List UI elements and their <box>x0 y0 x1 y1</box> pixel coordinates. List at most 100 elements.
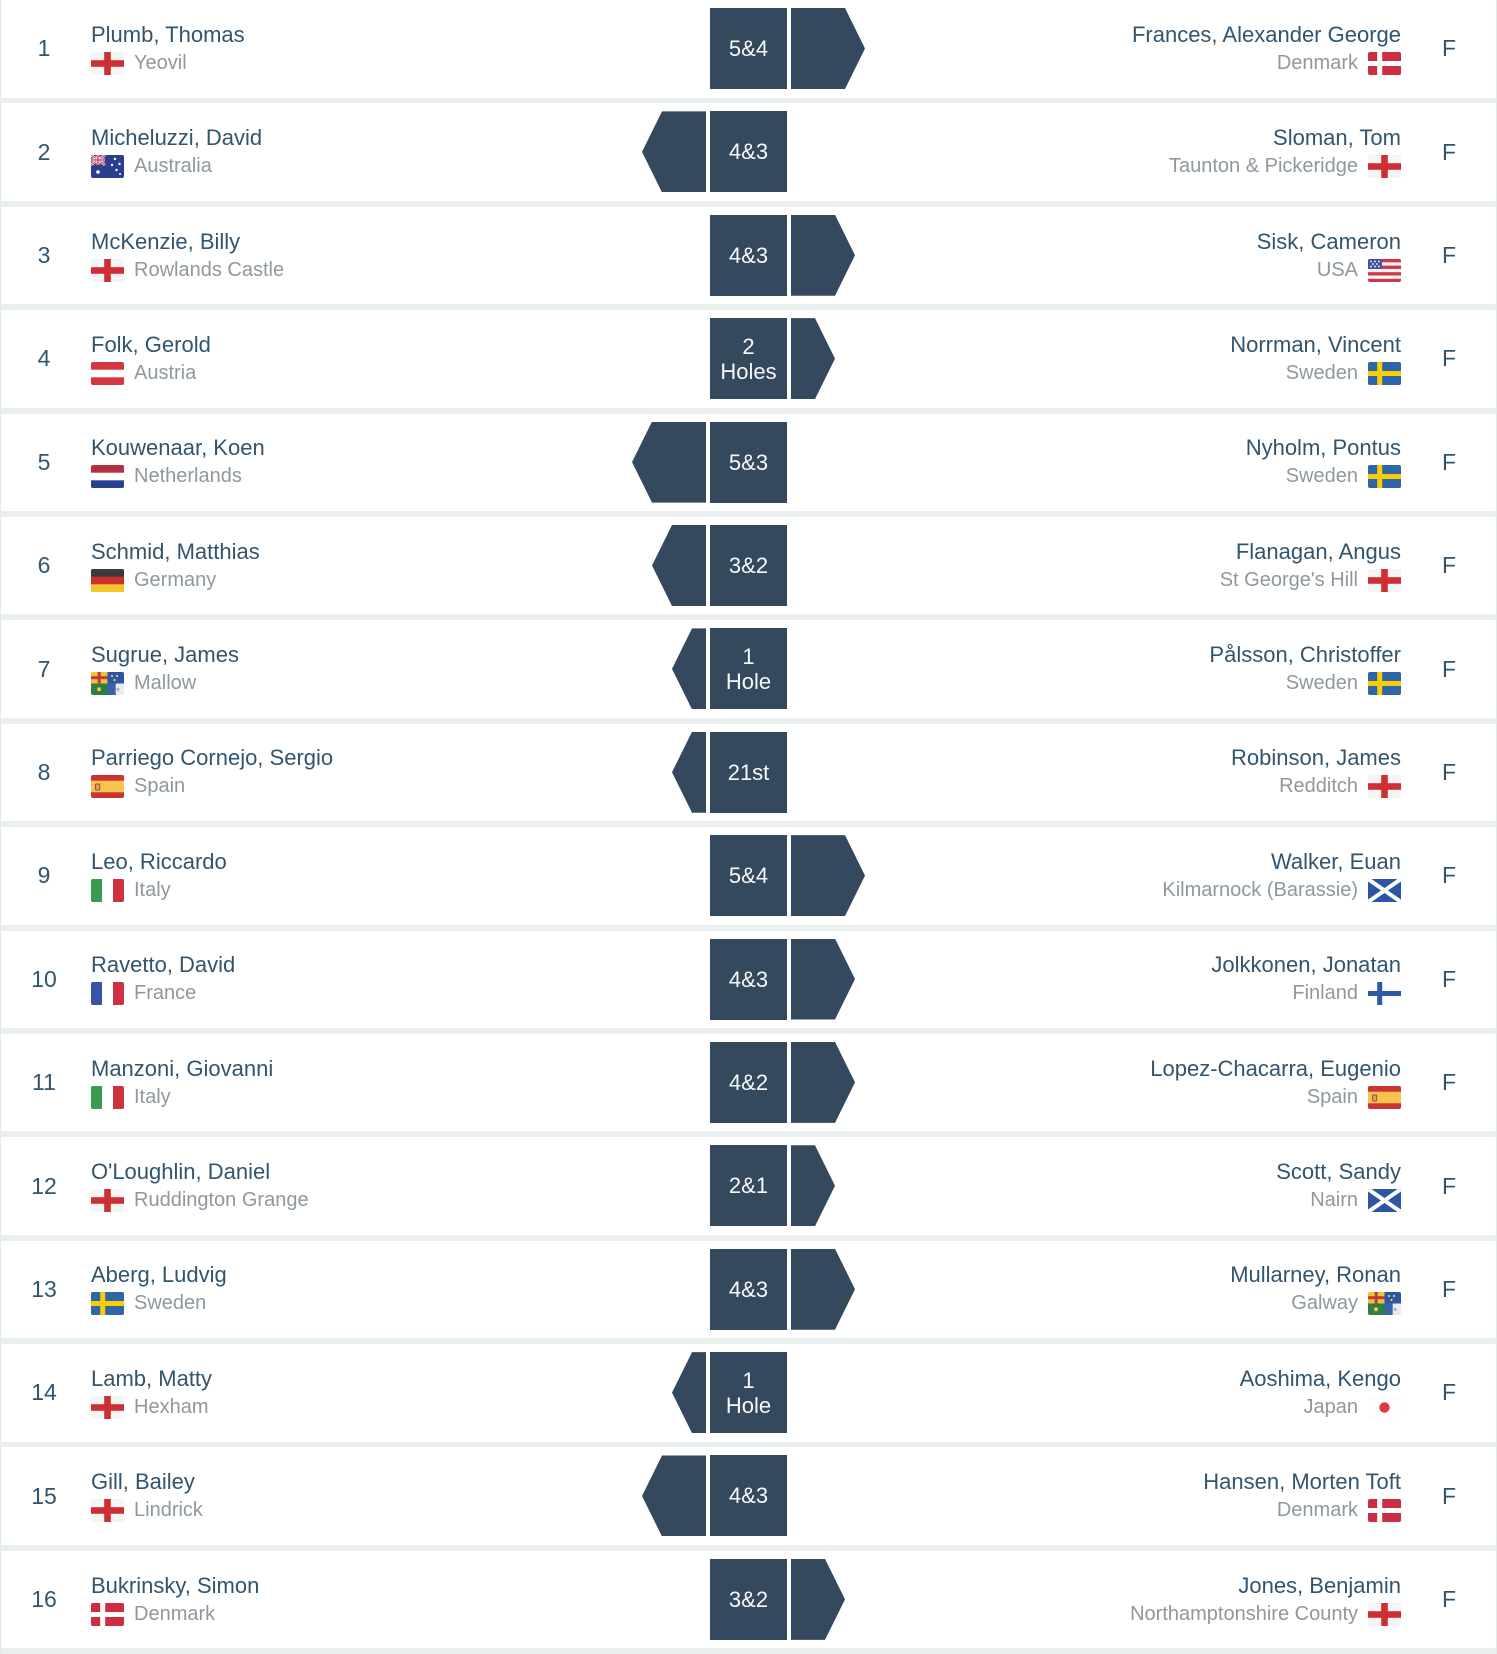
score-badge: 2&1 <box>710 1145 787 1227</box>
player-right: Scott, Sandy Nairn <box>856 1137 1401 1235</box>
player-name: Frances, Alexander George <box>1131 21 1401 47</box>
player-right: Jones, Benjamin Northamptonshire County <box>856 1551 1401 1649</box>
player-right: Sloman, Tom Taunton & Pickeridge <box>856 103 1401 201</box>
match-row[interactable]: 1 Plumb, Thomas Yeovil 5&4 Frances, Alex… <box>1 0 1496 98</box>
player-name: Lopez-Chacarra, Eugenio <box>1150 1055 1401 1081</box>
match-row[interactable]: 2 Micheluzzi, David Australia 4&3 Sloman… <box>1 103 1496 201</box>
match-row[interactable]: 5 Kouwenaar, Koen Netherlands 5&3 Nyholm… <box>1 413 1496 512</box>
flag-icon-austria <box>91 361 124 385</box>
player-club-label: Austria <box>134 361 197 384</box>
player-name: Hansen, Morten Toft <box>1203 1469 1401 1495</box>
match-row[interactable]: 4 Folk, Gerold Austria 2 Holes Norrman, V… <box>1 310 1496 408</box>
player-club-label: Finland <box>1292 982 1358 1005</box>
player-left: Lamb, Matty Hexham <box>91 1344 636 1442</box>
flag-icon-england <box>91 1499 124 1523</box>
match-status-final: F <box>1441 345 1457 372</box>
score-text: 4&3 <box>728 139 769 165</box>
player-left: Schmid, Matthias Germany <box>91 517 636 615</box>
winner-arrow-left <box>642 111 706 193</box>
match-number: 1 <box>37 35 51 62</box>
player-right: Nyholm, Pontus Sweden <box>856 414 1401 512</box>
match-status-final: F <box>1441 1482 1457 1509</box>
player-club-label: USA <box>1316 258 1358 281</box>
match-row[interactable]: 14 Lamb, Matty Hexham 1 Hole Aoshima, Ken… <box>1 1344 1496 1442</box>
score-text: Holes <box>720 358 777 384</box>
flag-icon-england <box>91 51 124 75</box>
player-club-label: Sweden <box>1285 672 1358 695</box>
winner-arrow-left <box>672 1352 706 1434</box>
score-text: 21st <box>727 759 770 785</box>
score-badge: 3&2 <box>710 1558 787 1640</box>
player-club-label: Italy <box>134 1085 171 1108</box>
player-name: Norrman, Vincent <box>1230 331 1401 357</box>
match-row[interactable]: 8 Parriego Cornejo, Sergio Spain 21st Ro… <box>1 723 1496 822</box>
match-row[interactable]: 6 Schmid, Matthias Germany 3&2 Flanagan,… <box>1 516 1496 615</box>
player-right: Aoshima, Kengo Japan <box>856 1344 1401 1442</box>
winner-arrow-right <box>791 318 835 399</box>
player-club-label: Italy <box>134 878 171 901</box>
match-row[interactable]: 10 Ravetto, David France 4&3 Jolkkonen, … <box>1 930 1496 1029</box>
score-badge: 1 Hole <box>710 1352 787 1434</box>
player-left: Kouwenaar, Koen Netherlands <box>91 414 636 512</box>
player-right: Walker, Euan Kilmarnock (Barassie) <box>856 827 1401 925</box>
winner-arrow-right <box>791 835 865 916</box>
flag-icon-england <box>1368 568 1401 592</box>
match-row[interactable]: 13 Aberg, Ludvig Sweden 4&3 Mullarney, R… <box>1 1240 1496 1339</box>
flag-icon-sweden <box>1368 465 1401 489</box>
player-name: Schmid, Matthias <box>91 538 260 564</box>
match-number: 11 <box>32 1069 56 1096</box>
match-number: 3 <box>37 242 51 269</box>
player-left: McKenzie, Billy Rowlands Castle <box>91 207 636 305</box>
player-right: Frances, Alexander George Denmark <box>856 0 1401 98</box>
score-badge: 5&4 <box>710 8 787 89</box>
match-row[interactable]: 15 Gill, Bailey Lindrick 4&3 Hansen, Mor… <box>1 1447 1496 1545</box>
match-status-final: F <box>1441 448 1457 475</box>
player-club-label: Yeovil <box>134 51 187 74</box>
match-row[interactable]: 9 Leo, Riccardo Italy 5&4 Walker, Euan K… <box>1 827 1496 925</box>
player-name: Ravetto, David <box>91 952 236 978</box>
player-name: Jones, Benjamin <box>1238 1572 1401 1598</box>
player-club: Mallow <box>91 672 196 696</box>
flag-icon-spain <box>91 775 124 799</box>
player-club: Italy <box>91 1085 171 1109</box>
player-name: Bukrinsky, Simon <box>91 1572 260 1598</box>
player-club: Redditch <box>1279 775 1401 799</box>
match-row[interactable]: 11 Manzoni, Giovanni Italy 4&2 Lopez-Cha… <box>1 1033 1496 1132</box>
player-club-label: Northamptonshire County <box>1130 1602 1358 1625</box>
match-row[interactable]: 3 McKenzie, Billy Rowlands Castle 4&3 Si… <box>1 206 1496 305</box>
match-status-final: F <box>1441 1069 1457 1096</box>
score-text: 1 <box>742 1367 755 1393</box>
player-club: Lindrick <box>91 1499 203 1523</box>
player-club-label: Kilmarnock (Barassie) <box>1162 878 1358 901</box>
match-row[interactable]: 16 Bukrinsky, Simon Denmark 3&2 Jones, B… <box>1 1550 1496 1649</box>
score-badge: 4&3 <box>710 1455 787 1537</box>
player-name: Kouwenaar, Koen <box>91 435 265 461</box>
player-club: Yeovil <box>91 51 187 75</box>
match-number: 4 <box>37 345 51 372</box>
flag-icon-denmark <box>1368 1499 1401 1523</box>
match-row[interactable]: 7 Sugrue, James Mallow 1 Hole Pålsson, Ch… <box>1 620 1496 718</box>
winner-arrow-left <box>642 1455 706 1537</box>
player-name: McKenzie, Billy <box>91 228 241 254</box>
score-badge: 4&3 <box>710 111 787 193</box>
score-text: 3&2 <box>728 552 769 578</box>
player-right: Robinson, James Redditch <box>856 724 1401 822</box>
player-club-label: Japan <box>1303 1395 1359 1418</box>
flag-icon-england <box>1368 155 1401 179</box>
player-club: Denmark <box>1277 51 1401 75</box>
winner-arrow-left <box>632 421 706 503</box>
player-name: Nyholm, Pontus <box>1245 435 1401 461</box>
flag-icon-finland <box>1368 982 1401 1006</box>
match-number: 2 <box>37 138 51 165</box>
player-club: Spain <box>91 775 186 799</box>
player-name: Plumb, Thomas <box>91 21 245 47</box>
player-club-label: Spain <box>134 775 186 798</box>
score-badge: 5&3 <box>710 421 787 503</box>
winner-arrow-right <box>791 1249 855 1330</box>
winner-arrow-right <box>791 215 855 296</box>
winner-arrow-left <box>652 524 706 606</box>
flag-icon-netherlands <box>91 465 124 489</box>
match-status-final: F <box>1441 35 1457 62</box>
score-badge: 4&3 <box>710 214 787 296</box>
match-row[interactable]: 12 O'Loughlin, Daniel Ruddington Grange … <box>1 1137 1496 1235</box>
